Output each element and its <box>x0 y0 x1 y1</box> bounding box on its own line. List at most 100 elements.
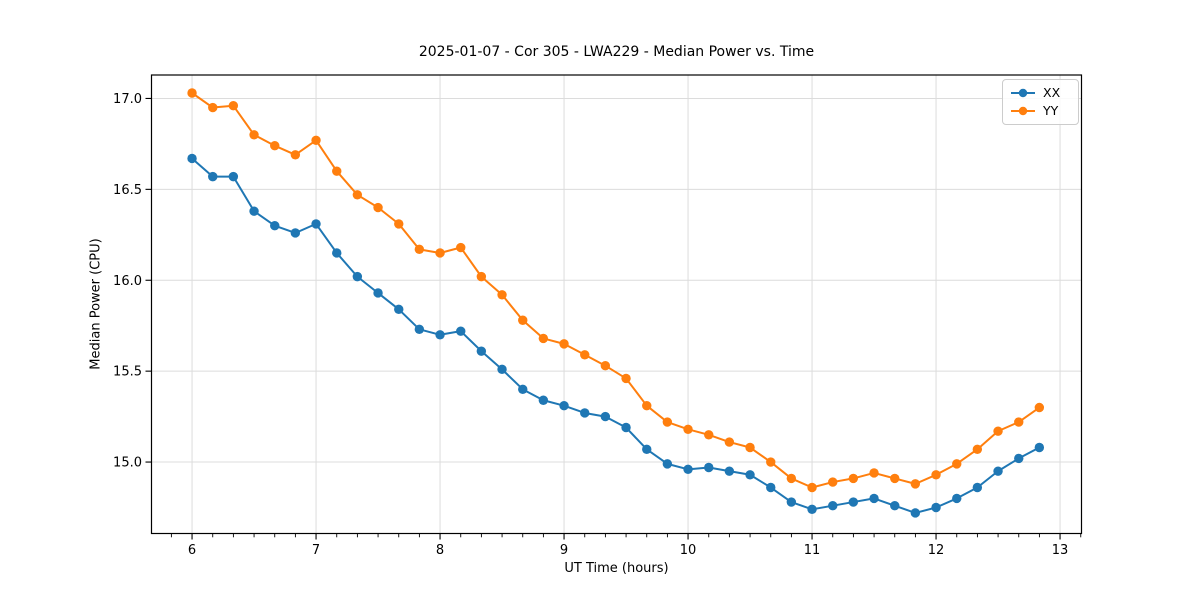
axes-box <box>150 74 1083 535</box>
data-point-XX <box>249 206 259 216</box>
data-point-XX <box>559 400 569 411</box>
data-point-YY <box>910 479 921 489</box>
legend-item-xx: XX <box>1010 86 1071 100</box>
legend-line-marker-yy <box>1011 106 1035 116</box>
data-point-XX <box>352 271 363 282</box>
data-point-XX <box>786 497 797 507</box>
y-tick-label: 17.0 <box>113 92 142 107</box>
data-point-YY <box>249 130 259 140</box>
data-point-XX <box>683 464 693 475</box>
x-tick-label: 9 <box>560 543 568 558</box>
legend-line-marker-xx <box>1011 88 1035 98</box>
data-point-XX <box>270 221 280 231</box>
series-line-YY <box>191 91 1041 489</box>
y-tick-label: 15.0 <box>113 456 142 471</box>
data-point-YY <box>869 468 879 478</box>
data-point-XX <box>972 482 983 493</box>
data-point-YY <box>208 102 218 113</box>
data-point-XX <box>807 504 817 515</box>
data-point-XX <box>704 462 714 473</box>
data-point-XX <box>497 364 507 375</box>
y-tick-label: 15.5 <box>113 365 142 380</box>
data-point-YY <box>931 470 941 480</box>
data-point-YY <box>580 350 590 360</box>
data-point-XX <box>1034 442 1045 453</box>
data-point-YY <box>662 417 673 427</box>
data-point-XX <box>766 482 776 493</box>
legend: XX YY <box>1002 79 1079 125</box>
data-point-YY <box>518 315 528 325</box>
data-point-YY <box>373 202 383 213</box>
data-point-XX <box>828 500 838 511</box>
data-point-XX <box>290 228 301 238</box>
data-point-XX <box>848 497 859 507</box>
data-point-YY <box>642 400 652 411</box>
data-point-YY <box>270 141 280 151</box>
data-point-YY <box>807 482 817 493</box>
data-point-YY <box>435 248 445 258</box>
data-point-XX <box>724 466 735 476</box>
data-point-XX <box>435 330 445 340</box>
data-point-XX <box>187 153 197 164</box>
data-point-XX <box>476 346 487 356</box>
x-tick-label: 7 <box>312 543 320 558</box>
data-point-XX <box>311 219 321 229</box>
data-point-XX <box>931 502 941 513</box>
data-point-YY <box>352 190 363 200</box>
data-point-YY <box>228 101 239 111</box>
data-point-XX <box>332 248 342 258</box>
data-point-XX <box>642 444 652 455</box>
data-point-XX <box>890 500 900 511</box>
data-point-XX <box>538 395 549 405</box>
series-line-XX <box>191 157 1041 514</box>
x-tick-label: 12 <box>928 543 945 558</box>
y-axis-label: Median Power (CPU) <box>88 238 104 370</box>
data-point-YY <box>1014 417 1024 427</box>
data-point-YY <box>766 457 776 467</box>
data-point-YY <box>621 373 631 384</box>
data-point-XX <box>910 508 921 518</box>
data-point-YY <box>828 477 838 487</box>
data-point-YY <box>993 426 1003 436</box>
data-point-YY <box>600 360 611 371</box>
x-tick-label: 11 <box>804 543 821 558</box>
data-point-XX <box>662 459 673 469</box>
data-point-XX <box>1014 453 1024 464</box>
data-point-YY <box>848 473 859 484</box>
data-point-YY <box>332 166 342 176</box>
data-point-YY <box>1034 402 1045 413</box>
data-point-YY <box>394 219 404 229</box>
data-point-YY <box>187 88 197 98</box>
data-point-XX <box>745 470 755 480</box>
data-point-YY <box>972 444 983 455</box>
data-point-YY <box>311 135 321 145</box>
data-point-YY <box>538 333 549 344</box>
x-tick-label: 10 <box>680 543 697 558</box>
data-point-XX <box>228 171 239 182</box>
data-point-YY <box>414 244 425 255</box>
data-point-XX <box>580 408 590 418</box>
data-point-XX <box>373 288 383 298</box>
y-tick-label: 16.5 <box>113 183 142 198</box>
x-axis-label: UT Time (hours) <box>564 561 669 576</box>
x-tick-label: 6 <box>188 543 196 558</box>
data-point-XX <box>600 411 611 422</box>
data-point-XX <box>394 304 404 315</box>
data-point-YY <box>476 271 487 282</box>
data-point-YY <box>952 459 962 469</box>
y-tick-label: 16.0 <box>113 274 142 289</box>
data-point-YY <box>290 150 301 160</box>
x-tick-label: 8 <box>436 543 444 558</box>
data-point-XX <box>456 326 466 336</box>
chart-title: 2025-01-07 - Cor 305 - LWA229 - Median P… <box>418 44 815 60</box>
x-tick-label: 13 <box>1052 543 1069 558</box>
data-point-YY <box>745 442 755 453</box>
legend-item-yy: YY <box>1010 102 1071 118</box>
legend-label-yy: YY <box>1043 102 1059 118</box>
data-point-XX <box>518 384 528 395</box>
data-point-YY <box>704 430 714 440</box>
data-point-XX <box>993 466 1003 476</box>
data-point-YY <box>724 437 735 447</box>
